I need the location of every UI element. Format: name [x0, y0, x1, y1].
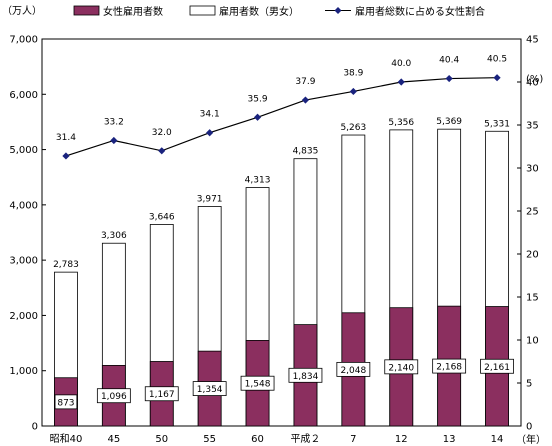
left-axis-tick-label: 3,000 — [9, 256, 38, 267]
legend-swatch-female — [73, 5, 100, 16]
right-axis-tick-label: 20 — [526, 250, 539, 261]
left-axis-tick-label: 5,000 — [9, 145, 38, 156]
ratio-point — [62, 152, 70, 160]
data-label-ratio: 32.0 — [152, 128, 172, 138]
right-axis-unit: (%) — [526, 74, 543, 85]
left-axis-tick-label: 0 — [32, 422, 38, 433]
x-axis-tick-label: 45 — [107, 434, 120, 445]
data-label-total: 4,313 — [245, 176, 271, 186]
x-axis-tick-label: 平成２ — [290, 433, 320, 445]
ratio-point — [445, 74, 453, 83]
data-label-ratio: 37.9 — [295, 77, 315, 87]
data-label-ratio: 35.9 — [248, 94, 268, 104]
data-label-female-box — [432, 358, 467, 374]
plot-frame — [41, 38, 522, 427]
data-label-female-box — [240, 375, 275, 391]
data-label-female: 1,096 — [101, 392, 127, 402]
data-label-total: 3,306 — [101, 231, 127, 241]
right-axis-tick-label: 35 — [526, 121, 539, 132]
right-axis-tick-label: 45 — [526, 35, 539, 46]
data-label-ratio: 34.1 — [200, 110, 220, 120]
data-label-total: 5,331 — [484, 119, 510, 129]
data-label-female: 873 — [57, 398, 74, 408]
data-label-female: 1,354 — [197, 385, 223, 395]
x-axis-tick-label: 12 — [395, 434, 408, 445]
x-axis-tick-label: 50 — [155, 434, 168, 445]
ratio-point — [397, 78, 405, 86]
data-label-total: 4,835 — [293, 147, 319, 157]
data-label-female-box — [54, 394, 78, 410]
left-axis-tick-label: 2,000 — [9, 311, 38, 322]
data-label-total: 3,646 — [149, 212, 175, 222]
legend-swatch-total — [189, 5, 216, 16]
data-label-ratio: 31.4 — [56, 133, 76, 143]
data-label-female-box — [96, 388, 131, 404]
ratio-point — [253, 113, 262, 121]
legend-marker-ratio — [334, 7, 342, 14]
x-axis-tick-label: 13 — [443, 434, 456, 445]
ratio-point — [493, 74, 501, 82]
left-axis-tick-label: 6,000 — [9, 90, 38, 101]
ratio-point — [158, 147, 166, 155]
data-label-female-box — [288, 367, 323, 383]
data-label-total: 5,356 — [388, 118, 414, 128]
x-axis-tick-label: 55 — [203, 434, 216, 445]
left-axis-unit: （万人） — [2, 5, 42, 17]
legend-label-total: 雇用者数（男女） — [219, 5, 299, 18]
data-label-ratio: 38.9 — [343, 68, 363, 78]
legend-label-ratio: 雇用者総数に占める女性割合 — [355, 5, 485, 18]
right-axis-tick-label: 0 — [526, 422, 532, 433]
data-label-female-box — [192, 381, 227, 396]
ratio-point — [110, 136, 118, 145]
data-label-female: 1,167 — [149, 390, 175, 400]
plot-area: 0 1,000 2,000 3,000 4,000 5,000 6,000 7,000 0 5 10… — [9, 35, 538, 446]
data-label-female-box — [480, 358, 514, 374]
data-label-female-box — [144, 386, 179, 402]
data-label-female: 2,048 — [340, 366, 366, 376]
data-label-total: 5,369 — [436, 117, 462, 127]
data-label-ratio: 40.4 — [439, 56, 459, 66]
data-label-total: 2,783 — [53, 260, 79, 270]
data-label-total: 5,263 — [340, 123, 366, 133]
ratio-point — [301, 96, 310, 104]
data-label-female: 1,548 — [245, 380, 271, 390]
x-axis-unit: （年） — [516, 433, 546, 446]
right-axis-tick-label: 5 — [526, 379, 532, 390]
x-axis-tick-label: 60 — [251, 434, 264, 445]
data-label-ratio: 40.0 — [391, 59, 411, 69]
ratio-line — [65, 77, 498, 157]
x-axis-tick-label: 14 — [491, 434, 504, 445]
left-axis-tick-label: 1,000 — [9, 366, 38, 377]
data-label-female: 2,161 — [484, 363, 510, 373]
legend-label-female: 女性雇用者数 — [103, 5, 163, 18]
legend: 女性雇用者数 雇用者数（男女） 雇用者総数に占める女性割合 — [73, 5, 485, 18]
data-label-female: 2,168 — [436, 363, 462, 373]
data-label-female-box — [336, 361, 371, 377]
right-axis-tick-label: 30 — [526, 164, 539, 175]
data-label-ratio: 33.2 — [104, 117, 124, 127]
data-label-ratio: 40.5 — [487, 55, 507, 65]
right-axis-tick-label: 10 — [526, 336, 539, 347]
left-axis-tick-label: 4,000 — [9, 200, 38, 211]
x-axis-tick-label: 昭和40 — [50, 433, 83, 445]
right-axis-tick-label: 15 — [526, 293, 539, 304]
data-label-female: 2,140 — [388, 363, 414, 373]
ratio-point — [206, 129, 214, 137]
data-label-total: 3,971 — [197, 194, 223, 204]
left-axis-tick-label: 7,000 — [9, 35, 38, 46]
data-label-female: 1,834 — [293, 372, 319, 382]
ratio-point — [349, 87, 357, 96]
right-axis-tick-label: 25 — [526, 207, 539, 218]
x-axis-tick-label: 7 — [350, 434, 356, 445]
data-label-female-box — [384, 359, 419, 375]
right-axis-tick-label: 40 — [526, 78, 539, 89]
